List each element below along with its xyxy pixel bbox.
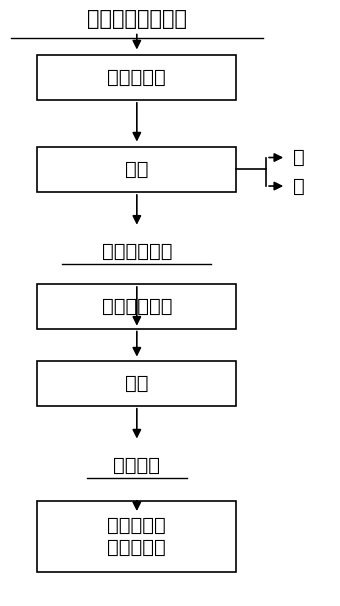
Bar xyxy=(37,284,236,328)
Text: 氧化钙化浸出: 氧化钙化浸出 xyxy=(102,297,172,316)
Bar xyxy=(37,55,236,100)
Text: 焙烧、破碎: 焙烧、破碎 xyxy=(107,68,166,87)
Text: 铜: 铜 xyxy=(293,148,304,167)
Text: 分选: 分选 xyxy=(125,160,149,179)
Text: 分离: 分离 xyxy=(125,374,149,393)
Bar xyxy=(37,501,236,572)
Text: 碳酸锂或氢
氧化锂制备: 碳酸锂或氢 氧化锂制备 xyxy=(107,516,166,557)
Text: 电池材料粉末: 电池材料粉末 xyxy=(102,242,172,261)
Text: 富锂溶液: 富锂溶液 xyxy=(113,456,160,474)
Text: 废旧磷酸铁锂电池: 废旧磷酸铁锂电池 xyxy=(87,8,187,28)
Bar xyxy=(37,147,236,192)
Bar xyxy=(37,361,236,406)
Text: 铝: 铝 xyxy=(293,176,304,196)
